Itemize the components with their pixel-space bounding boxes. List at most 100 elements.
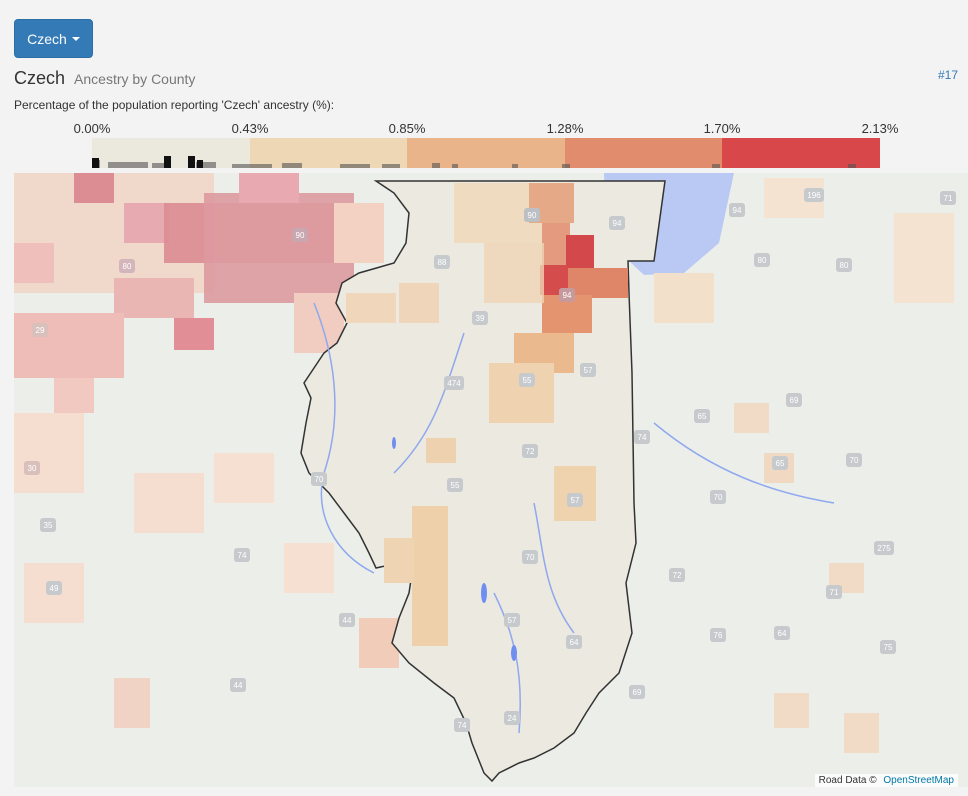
- road-shield-label: 49: [50, 584, 59, 593]
- scale-bin: [722, 138, 880, 168]
- road-shield-label: 71: [944, 194, 953, 203]
- legend-tick: 1.70%: [703, 121, 741, 136]
- ancestry-dropdown-button[interactable]: Czech: [14, 19, 93, 58]
- road-shield-label: 57: [508, 616, 517, 625]
- road-shield-label: 65: [776, 459, 785, 468]
- road-shield-label: 57: [584, 366, 593, 375]
- road-shield-icon: 64: [774, 626, 790, 640]
- road-shield-icon: 275: [874, 541, 894, 555]
- road-shield-icon: 80: [119, 259, 135, 273]
- road-shield-label: 55: [451, 481, 460, 490]
- road-shield-icon: 57: [567, 493, 583, 507]
- scale-bin: [564, 138, 723, 168]
- map-canvas[interactable]: 90 90 88 80 94 94 39 474 55 57 74 72 57 …: [14, 173, 968, 787]
- road-shield-label: 35: [44, 521, 53, 530]
- road-shield-icon: 80: [754, 253, 770, 267]
- road-shields: 90 90 88 80 94 94 39 474 55 57 74 72 57 …: [24, 188, 956, 732]
- road-shield-label: 275: [877, 544, 891, 553]
- road-shield-label: 64: [570, 638, 579, 647]
- road-shield-label: 474: [447, 379, 461, 388]
- road-shield-label: 30: [28, 464, 37, 473]
- road-shield-icon: 39: [472, 311, 488, 325]
- road-shield-icon: 94: [609, 216, 625, 230]
- road-shield-label: 71: [830, 588, 839, 597]
- road-shield-icon: 71: [940, 191, 956, 205]
- road-shield-icon: 94: [729, 203, 745, 217]
- legend-tick: 2.13%: [861, 121, 899, 136]
- road-shield-icon: 90: [524, 208, 540, 222]
- road-shield-icon: 57: [580, 363, 596, 377]
- road-shield-icon: 64: [566, 635, 582, 649]
- road-shield-label: 72: [526, 447, 535, 456]
- road-shield-label: 94: [563, 291, 572, 300]
- road-shield-icon: 70: [311, 472, 327, 486]
- road-shield-label: 70: [850, 456, 859, 465]
- road-shield-icon: 30: [24, 461, 40, 475]
- road-shield-icon: 80: [836, 258, 852, 272]
- road-shield-label: 65: [698, 412, 707, 421]
- road-shield-label: 64: [778, 629, 787, 638]
- legend-tick: 0.85%: [388, 121, 426, 136]
- road-shield-icon: 69: [786, 393, 802, 407]
- page-title: Czech Ancestry by County: [14, 68, 195, 89]
- road-shield-icon: 57: [504, 613, 520, 627]
- road-shield-label: 88: [438, 258, 447, 267]
- road-shield-label: 57: [571, 496, 580, 505]
- road-shield-icon: 71: [826, 585, 842, 599]
- attribution-text: Road Data ©: [818, 775, 877, 786]
- legend-caption: Percentage of the population reporting '…: [14, 98, 335, 112]
- road-shield-label: 70: [714, 493, 723, 502]
- road-shield-label: 70: [526, 553, 535, 562]
- title-subtitle: Ancestry by County: [74, 71, 196, 87]
- road-shield-icon: 70: [710, 490, 726, 504]
- road-shield-icon: 94: [559, 288, 575, 302]
- road-shield-icon: 65: [694, 409, 710, 423]
- road-shield-icon: 44: [339, 613, 355, 627]
- road-shield-icon: 35: [40, 518, 56, 532]
- road-shield-label: 44: [234, 681, 243, 690]
- road-shield-label: 69: [790, 396, 799, 405]
- road-shield-label: 39: [476, 314, 485, 323]
- road-shield-icon: 88: [434, 255, 450, 269]
- road-shield-label: 80: [758, 256, 767, 265]
- road-shield-icon: 76: [710, 628, 726, 642]
- county-fills-illinois: [346, 183, 628, 646]
- scale-bin: [249, 138, 408, 168]
- road-shield-label: 80: [840, 261, 849, 270]
- road-shield-label: 94: [733, 206, 742, 215]
- dropdown-label: Czech: [27, 30, 67, 47]
- caret-down-icon: [71, 36, 80, 41]
- color-scale: [92, 138, 880, 168]
- road-shield-label: 55: [523, 376, 532, 385]
- road-shield-label: 70: [315, 475, 324, 484]
- road-shield-label: 29: [36, 326, 45, 335]
- road-shield-icon: 44: [230, 678, 246, 692]
- road-shield-icon: 55: [519, 373, 535, 387]
- road-shield-label: 80: [123, 262, 132, 271]
- road-shield-icon: 74: [454, 718, 470, 732]
- road-shield-label: 94: [613, 219, 622, 228]
- road-shield-label: 74: [238, 551, 247, 560]
- road-shield-label: 196: [807, 191, 821, 200]
- road-shield-icon: 70: [846, 453, 862, 467]
- road-shield-icon: 55: [447, 478, 463, 492]
- road-shield-label: 69: [633, 688, 642, 697]
- rank-link[interactable]: #17: [937, 68, 958, 82]
- road-shield-icon: 74: [234, 548, 250, 562]
- road-shield-icon: 74: [634, 430, 650, 444]
- choropleth-map[interactable]: 90 90 88 80 94 94 39 474 55 57 74 72 57 …: [14, 173, 968, 787]
- road-shield-label: 72: [673, 571, 682, 580]
- road-shield-label: 76: [714, 631, 723, 640]
- legend-tick: 0.00%: [73, 121, 111, 136]
- lakes: [392, 437, 517, 661]
- legend-tick: 0.43%: [231, 121, 269, 136]
- openstreetmap-link[interactable]: OpenStreetMap: [883, 775, 954, 786]
- road-shield-icon: 75: [880, 640, 896, 654]
- road-shield-label: 74: [458, 721, 467, 730]
- road-shield-label: 75: [884, 643, 893, 652]
- road-shield-icon: 49: [46, 581, 62, 595]
- legend-histogram: [92, 156, 856, 168]
- road-shield-icon: 69: [629, 685, 645, 699]
- road-shield-icon: 24: [504, 711, 520, 725]
- road-shield-label: 24: [508, 714, 517, 723]
